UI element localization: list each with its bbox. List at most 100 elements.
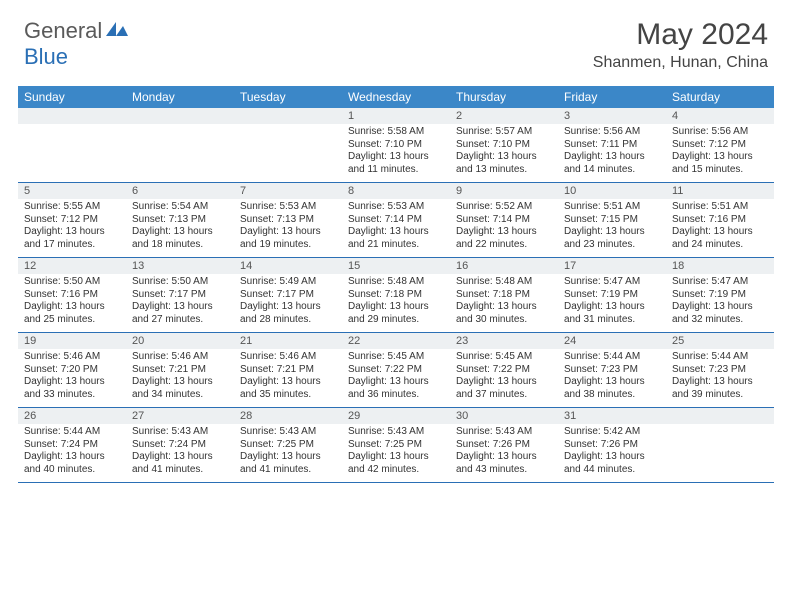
sunrise-text: Sunrise: 5:58 AM [348, 126, 444, 139]
day-number [126, 108, 234, 124]
sunrise-text: Sunrise: 5:47 AM [564, 276, 660, 289]
sunset-text: Sunset: 7:26 PM [456, 439, 552, 452]
calendar-cell [234, 108, 342, 183]
daylight-text: Daylight: 13 hours and 39 minutes. [672, 376, 768, 401]
day-content: Sunrise: 5:46 AMSunset: 7:20 PMDaylight:… [18, 349, 126, 407]
day-content: Sunrise: 5:47 AMSunset: 7:19 PMDaylight:… [558, 274, 666, 332]
sunset-text: Sunset: 7:10 PM [348, 139, 444, 152]
calendar-cell [126, 108, 234, 183]
day-content: Sunrise: 5:43 AMSunset: 7:25 PMDaylight:… [234, 424, 342, 482]
calendar-cell: 17Sunrise: 5:47 AMSunset: 7:19 PMDayligh… [558, 258, 666, 333]
calendar-week-row: 5Sunrise: 5:55 AMSunset: 7:12 PMDaylight… [18, 183, 774, 258]
sunset-text: Sunset: 7:21 PM [240, 364, 336, 377]
calendar-cell: 15Sunrise: 5:48 AMSunset: 7:18 PMDayligh… [342, 258, 450, 333]
daylight-text: Daylight: 13 hours and 41 minutes. [132, 451, 228, 476]
daylight-text: Daylight: 13 hours and 42 minutes. [348, 451, 444, 476]
day-content: Sunrise: 5:43 AMSunset: 7:24 PMDaylight:… [126, 424, 234, 482]
sunrise-text: Sunrise: 5:47 AM [672, 276, 768, 289]
day-content: Sunrise: 5:48 AMSunset: 7:18 PMDaylight:… [342, 274, 450, 332]
month-title: May 2024 [593, 18, 768, 52]
day-content: Sunrise: 5:51 AMSunset: 7:15 PMDaylight:… [558, 199, 666, 257]
sunrise-text: Sunrise: 5:42 AM [564, 426, 660, 439]
day-content: Sunrise: 5:47 AMSunset: 7:19 PMDaylight:… [666, 274, 774, 332]
weekday-header: Sunday [18, 86, 126, 108]
day-content: Sunrise: 5:44 AMSunset: 7:23 PMDaylight:… [558, 349, 666, 407]
sunset-text: Sunset: 7:18 PM [348, 289, 444, 302]
day-content: Sunrise: 5:51 AMSunset: 7:16 PMDaylight:… [666, 199, 774, 257]
daylight-text: Daylight: 13 hours and 37 minutes. [456, 376, 552, 401]
daylight-text: Daylight: 13 hours and 33 minutes. [24, 376, 120, 401]
calendar-cell: 27Sunrise: 5:43 AMSunset: 7:24 PMDayligh… [126, 408, 234, 483]
day-content: Sunrise: 5:44 AMSunset: 7:24 PMDaylight:… [18, 424, 126, 482]
calendar-cell: 3Sunrise: 5:56 AMSunset: 7:11 PMDaylight… [558, 108, 666, 183]
logo: General [24, 18, 130, 44]
sunrise-text: Sunrise: 5:43 AM [456, 426, 552, 439]
day-content [126, 124, 234, 182]
sunset-text: Sunset: 7:18 PM [456, 289, 552, 302]
sunrise-text: Sunrise: 5:49 AM [240, 276, 336, 289]
sunrise-text: Sunrise: 5:44 AM [564, 351, 660, 364]
day-number: 26 [18, 408, 126, 424]
sunrise-text: Sunrise: 5:43 AM [240, 426, 336, 439]
daylight-text: Daylight: 13 hours and 25 minutes. [24, 301, 120, 326]
day-number: 27 [126, 408, 234, 424]
sunrise-text: Sunrise: 5:46 AM [132, 351, 228, 364]
calendar-cell: 12Sunrise: 5:50 AMSunset: 7:16 PMDayligh… [18, 258, 126, 333]
sunset-text: Sunset: 7:21 PM [132, 364, 228, 377]
daylight-text: Daylight: 13 hours and 30 minutes. [456, 301, 552, 326]
day-content: Sunrise: 5:43 AMSunset: 7:25 PMDaylight:… [342, 424, 450, 482]
day-content: Sunrise: 5:49 AMSunset: 7:17 PMDaylight:… [234, 274, 342, 332]
sunset-text: Sunset: 7:17 PM [132, 289, 228, 302]
day-content: Sunrise: 5:50 AMSunset: 7:17 PMDaylight:… [126, 274, 234, 332]
calendar-week-row: 26Sunrise: 5:44 AMSunset: 7:24 PMDayligh… [18, 408, 774, 483]
sunrise-text: Sunrise: 5:50 AM [24, 276, 120, 289]
calendar-cell: 2Sunrise: 5:57 AMSunset: 7:10 PMDaylight… [450, 108, 558, 183]
day-number: 18 [666, 258, 774, 274]
page-header: General May 2024 Shanmen, Hunan, China [0, 0, 792, 78]
daylight-text: Daylight: 13 hours and 36 minutes. [348, 376, 444, 401]
weekday-header: Saturday [666, 86, 774, 108]
calendar-cell: 29Sunrise: 5:43 AMSunset: 7:25 PMDayligh… [342, 408, 450, 483]
day-content: Sunrise: 5:44 AMSunset: 7:23 PMDaylight:… [666, 349, 774, 407]
logo-triangle-icon [106, 20, 128, 43]
sunset-text: Sunset: 7:16 PM [672, 214, 768, 227]
sunset-text: Sunset: 7:14 PM [348, 214, 444, 227]
sunrise-text: Sunrise: 5:48 AM [348, 276, 444, 289]
sunset-text: Sunset: 7:13 PM [240, 214, 336, 227]
day-number: 6 [126, 183, 234, 199]
day-number [234, 108, 342, 124]
title-block: May 2024 Shanmen, Hunan, China [593, 18, 768, 72]
daylight-text: Daylight: 13 hours and 13 minutes. [456, 151, 552, 176]
day-number: 16 [450, 258, 558, 274]
daylight-text: Daylight: 13 hours and 32 minutes. [672, 301, 768, 326]
day-number: 5 [18, 183, 126, 199]
day-number: 1 [342, 108, 450, 124]
daylight-text: Daylight: 13 hours and 40 minutes. [24, 451, 120, 476]
day-number: 21 [234, 333, 342, 349]
day-content: Sunrise: 5:55 AMSunset: 7:12 PMDaylight:… [18, 199, 126, 257]
calendar-cell: 11Sunrise: 5:51 AMSunset: 7:16 PMDayligh… [666, 183, 774, 258]
calendar-cell: 28Sunrise: 5:43 AMSunset: 7:25 PMDayligh… [234, 408, 342, 483]
sunset-text: Sunset: 7:25 PM [348, 439, 444, 452]
sunset-text: Sunset: 7:19 PM [672, 289, 768, 302]
sunrise-text: Sunrise: 5:50 AM [132, 276, 228, 289]
sunrise-text: Sunrise: 5:43 AM [348, 426, 444, 439]
daylight-text: Daylight: 13 hours and 41 minutes. [240, 451, 336, 476]
daylight-text: Daylight: 13 hours and 11 minutes. [348, 151, 444, 176]
daylight-text: Daylight: 13 hours and 17 minutes. [24, 226, 120, 251]
day-number: 8 [342, 183, 450, 199]
calendar-cell [18, 108, 126, 183]
sunset-text: Sunset: 7:13 PM [132, 214, 228, 227]
weekday-header: Wednesday [342, 86, 450, 108]
sunrise-text: Sunrise: 5:56 AM [672, 126, 768, 139]
calendar-cell: 22Sunrise: 5:45 AMSunset: 7:22 PMDayligh… [342, 333, 450, 408]
calendar-week-row: 12Sunrise: 5:50 AMSunset: 7:16 PMDayligh… [18, 258, 774, 333]
daylight-text: Daylight: 13 hours and 27 minutes. [132, 301, 228, 326]
day-content: Sunrise: 5:57 AMSunset: 7:10 PMDaylight:… [450, 124, 558, 182]
sunset-text: Sunset: 7:12 PM [672, 139, 768, 152]
logo-blue-row: Blue [24, 44, 68, 70]
sunset-text: Sunset: 7:17 PM [240, 289, 336, 302]
day-content: Sunrise: 5:50 AMSunset: 7:16 PMDaylight:… [18, 274, 126, 332]
daylight-text: Daylight: 13 hours and 44 minutes. [564, 451, 660, 476]
sunrise-text: Sunrise: 5:46 AM [24, 351, 120, 364]
